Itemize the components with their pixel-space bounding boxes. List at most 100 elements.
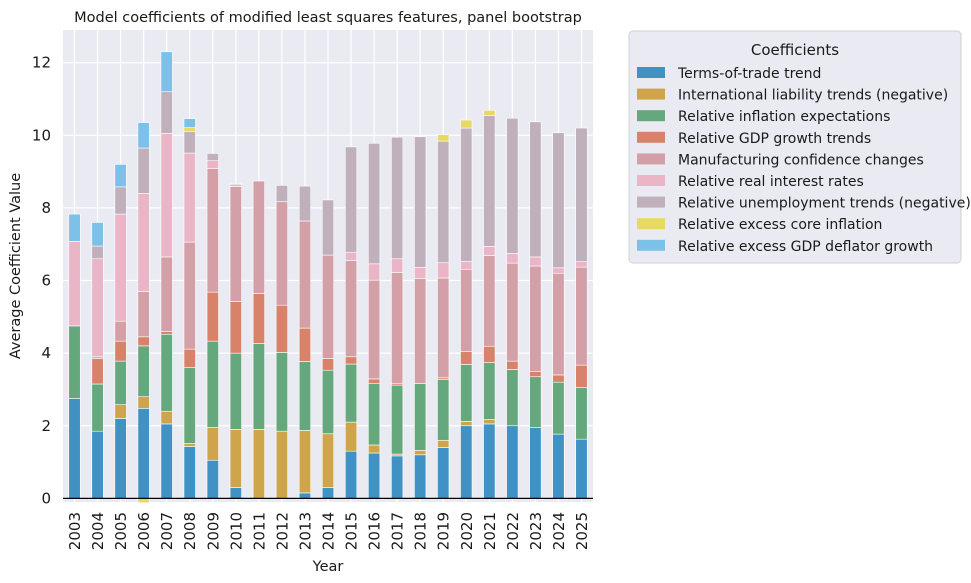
- bar-segment: [114, 320, 127, 342]
- x-tick-label: 2004: [89, 512, 107, 550]
- bar-segment: [137, 336, 150, 347]
- bar-segment: [183, 446, 196, 499]
- bar-segment: [460, 364, 473, 422]
- bar-segment: [183, 152, 196, 243]
- bar-segment: [483, 109, 496, 116]
- bar-segment: [160, 423, 173, 499]
- y-axis-ticks: 0 2 4 6 8 10 12: [32, 54, 51, 508]
- bar-segment: [321, 369, 335, 435]
- bar-segment: [460, 351, 473, 365]
- bar-segment: [298, 361, 312, 431]
- bar-segment: [483, 255, 496, 347]
- bar-segment: [252, 429, 265, 499]
- legend-swatch: [637, 239, 665, 251]
- bar-segment: [552, 374, 565, 383]
- bar-segment: [437, 447, 450, 499]
- bar-segment: [206, 427, 219, 461]
- y-tick-label: 0: [41, 489, 51, 507]
- bar-segment: [437, 134, 450, 142]
- bar-segment: [391, 455, 404, 499]
- bar-segment: [160, 91, 173, 134]
- bar-segment: [344, 421, 358, 452]
- bar-segment: [575, 387, 588, 440]
- y-tick-label: 4: [41, 344, 51, 362]
- bar-segment: [529, 265, 542, 372]
- bar-segment: [506, 369, 519, 427]
- bar-segment: [91, 383, 104, 432]
- bar-segment: [298, 492, 312, 499]
- x-tick-label: 2021: [481, 512, 499, 550]
- bar-segment: [414, 136, 427, 268]
- bar-segment: [552, 272, 565, 376]
- bar-segment: [368, 452, 381, 499]
- x-tick-label: 2005: [112, 512, 130, 550]
- bar-segment: [68, 213, 81, 242]
- bar-segment: [91, 430, 104, 499]
- legend-label: Terms-of-trade trend: [677, 66, 821, 82]
- bar-segment: [298, 430, 312, 494]
- bar-segment: [414, 267, 427, 279]
- bar-segment: [68, 398, 81, 499]
- bar-segment: [91, 245, 104, 260]
- bar-segment: [68, 325, 81, 399]
- legend-label: Relative GDP growth trends: [678, 131, 871, 147]
- bar-segment: [483, 423, 496, 499]
- bar-segment: [183, 443, 196, 447]
- bar-segment: [344, 260, 358, 358]
- bar-segment: [206, 291, 219, 342]
- bar-segment: [183, 348, 196, 368]
- bar-segment: [114, 404, 127, 419]
- legend-label: Relative excess GDP deflator growth: [678, 239, 933, 255]
- bar-segment: [575, 127, 588, 262]
- chart-title: Model coefficients of modified least squ…: [74, 10, 582, 26]
- bar-segment: [252, 343, 265, 430]
- y-tick-label: 10: [32, 126, 51, 144]
- bar-segment: [160, 333, 173, 412]
- bar-segment: [114, 360, 127, 405]
- bar-segment: [183, 118, 196, 128]
- bar-segment: [321, 433, 335, 488]
- x-tick-label: 2019: [435, 512, 453, 550]
- bar-segment: [229, 186, 242, 302]
- bar-segment: [252, 293, 265, 344]
- bar-segment: [483, 419, 496, 425]
- bar-segment: [344, 251, 358, 261]
- bar-segment: [114, 340, 127, 362]
- bar-segment: [91, 222, 104, 247]
- bar-segment: [391, 136, 404, 260]
- legend-swatch: [637, 88, 665, 100]
- bar-segment: [483, 362, 496, 420]
- x-tick-label: 2020: [458, 512, 476, 550]
- bar-segment: [160, 51, 173, 93]
- x-tick-label: 2014: [320, 512, 338, 550]
- bar-segment: [298, 327, 312, 362]
- x-tick-label: 2011: [250, 512, 268, 550]
- bar-segment: [183, 130, 196, 154]
- bar-segment: [275, 430, 288, 499]
- bar-segment: [575, 266, 588, 366]
- bar-segment: [229, 352, 242, 430]
- bar-segment: [183, 366, 196, 444]
- legend-swatch: [637, 67, 665, 78]
- bar-segment: [160, 331, 173, 335]
- bar-segment: [137, 147, 150, 194]
- x-tick-label: 2009: [204, 512, 222, 550]
- legend-label: Relative excess core inflation: [678, 217, 882, 233]
- bar-segment: [414, 383, 427, 451]
- x-tick-label: 2024: [550, 512, 568, 550]
- bar-segment: [91, 258, 104, 358]
- bar-segment: [137, 498, 150, 504]
- y-axis-label: Average Coefficient Value: [8, 173, 24, 359]
- x-axis-label: Year: [312, 559, 344, 575]
- bar-segment: [460, 260, 473, 270]
- bar-segment: [460, 119, 473, 129]
- bar-segment: [206, 168, 219, 293]
- x-axis-ticks: 2003 2004 2005 2006 2007 2008 2009 2010 2011 2012…: [66, 512, 591, 550]
- x-tick-label: 2023: [527, 512, 545, 550]
- x-tick-label: 2003: [66, 512, 84, 550]
- x-tick-label: 2025: [573, 512, 591, 550]
- bar-segment: [529, 121, 542, 258]
- bar-segment: [321, 358, 335, 371]
- bar-segment: [552, 381, 565, 435]
- bar-segment: [391, 258, 404, 273]
